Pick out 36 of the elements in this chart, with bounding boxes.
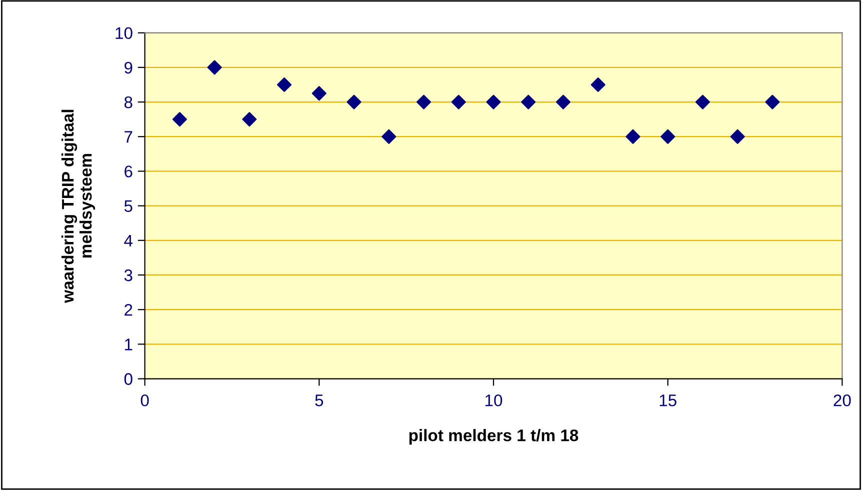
x-tick-label: 0 xyxy=(140,394,149,406)
y-tick-label: 1 xyxy=(125,338,132,350)
y-tick-label: 2 xyxy=(124,304,132,316)
x-tick-label: 20 xyxy=(834,394,851,406)
point xyxy=(556,94,571,110)
point xyxy=(172,112,187,127)
point xyxy=(765,94,780,110)
point xyxy=(486,94,501,110)
x-tick-label: 5 xyxy=(315,394,324,406)
y-tick-label: 6 xyxy=(124,166,132,178)
point xyxy=(730,129,745,144)
point xyxy=(660,129,676,144)
point xyxy=(626,129,640,144)
y-tick-label: 9 xyxy=(124,62,132,74)
x-axis-title: pilot melders 1 t/m 18 xyxy=(409,429,578,445)
point xyxy=(242,112,257,127)
y-tick-label: 0 xyxy=(124,373,132,385)
x-tick-label: 15 xyxy=(660,394,676,406)
point xyxy=(346,94,362,110)
point xyxy=(207,60,222,75)
y-tick-label: 5 xyxy=(124,200,132,212)
point xyxy=(416,94,432,110)
point xyxy=(382,129,396,144)
point xyxy=(312,86,326,101)
point xyxy=(451,94,466,110)
point xyxy=(695,94,710,110)
point xyxy=(590,77,606,92)
y-axis-title: waardering TRIP digitaal meldsysteem xyxy=(61,110,96,303)
y-tick-label: 8 xyxy=(124,96,132,108)
y-tick-label: 4 xyxy=(124,234,133,246)
y-tick-label: 10 xyxy=(116,27,132,40)
point xyxy=(521,94,536,110)
point xyxy=(277,77,292,92)
y-tick-label: 3 xyxy=(124,269,132,282)
y-tick-label: 7 xyxy=(124,131,132,143)
x-tick-label: 10 xyxy=(486,394,502,406)
